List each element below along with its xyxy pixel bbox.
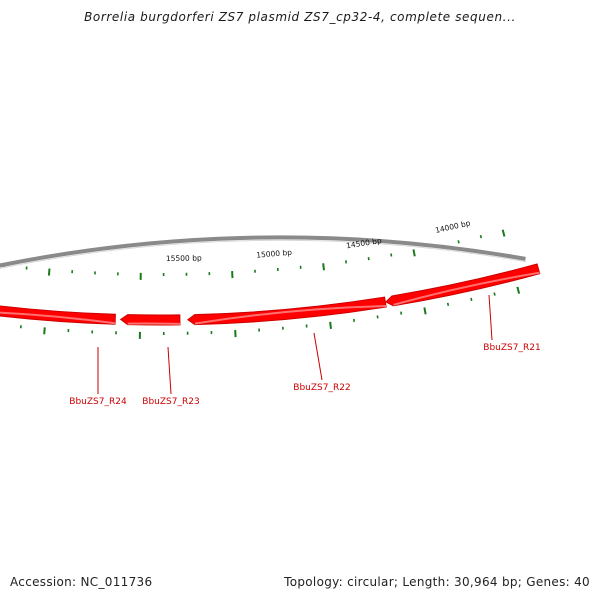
gene-shade: [393, 271, 540, 306]
tick-label: 15500 bp: [166, 253, 202, 263]
inner-tick: [470, 297, 473, 302]
inner-tick: [43, 327, 46, 335]
backbone-ring: [0, 235, 527, 269]
leader-line: [488, 294, 493, 341]
leader-line: [313, 332, 323, 381]
accession-text: Accession: NC_011736: [10, 575, 153, 589]
gene-label: BbuZS7_R21: [483, 343, 540, 353]
gene-label: BbuZS7_R22: [293, 383, 350, 393]
gene-track: [0, 263, 541, 326]
backbone-highlight: [0, 239, 527, 269]
gene-label: BbuZS7_R24: [69, 397, 127, 407]
backbone-line: [0, 235, 526, 268]
outer-tick: [322, 263, 325, 271]
gene-shade: [194, 305, 387, 325]
inner-tick: [423, 307, 427, 315]
outer-tick: [479, 235, 482, 239]
outer-tick: [457, 240, 460, 244]
outer-tick: [412, 249, 416, 257]
gene-arrow: [119, 314, 181, 326]
map-title: Borrelia burgdorferi ZS7 plasmid ZS7_cp3…: [84, 10, 516, 24]
tick-label: 14000 bp: [434, 218, 471, 235]
inner-tick: [446, 302, 450, 307]
topology-summary: Topology: circular; Length: 30,964 bp; G…: [284, 575, 590, 589]
inner-tick: [329, 321, 332, 329]
gene-label: BbuZS7_R23: [142, 397, 199, 407]
label-leaders: [97, 294, 493, 395]
minor-ticks: [2, 229, 521, 339]
gene-shade: [0, 311, 116, 325]
outer-tick: [47, 268, 51, 276]
inner-tick: [516, 286, 521, 294]
inner-tick: [400, 311, 403, 315]
outer-tick: [501, 229, 506, 237]
tick-label: 15000 bp: [256, 248, 293, 260]
inner-tick: [493, 292, 496, 296]
gene-arrow: [385, 263, 541, 307]
outer-tick: [390, 253, 393, 257]
leader-line: [167, 346, 172, 395]
